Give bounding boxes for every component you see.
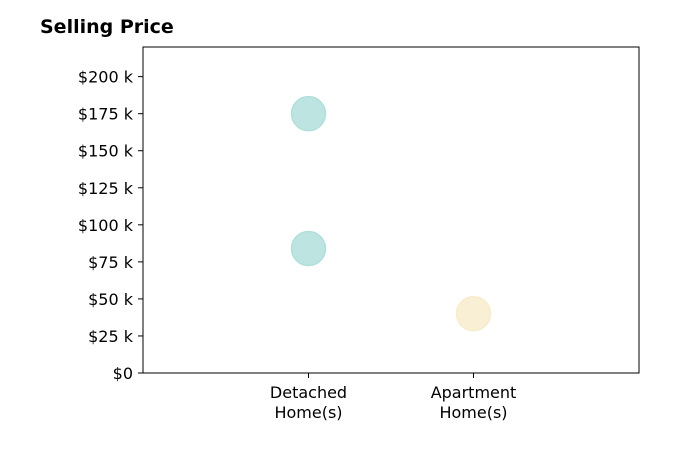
data-points (290, 95, 492, 332)
x-tick-label: Apartment (431, 383, 517, 402)
data-point (290, 95, 327, 132)
y-tick-label: $125 k (78, 179, 134, 198)
plot-area (142, 46, 640, 374)
y-tick-label: $0 (113, 364, 133, 383)
data-point (290, 230, 327, 267)
data-point (455, 295, 492, 332)
x-tick-label: Home(s) (439, 403, 507, 422)
y-tick-label: $25 k (88, 327, 134, 346)
y-axis: $0 $25 k $50 k $75 k $100 k $125 k $150 k $175 … (78, 68, 143, 383)
x-tick-label: Home(s) (274, 403, 342, 422)
y-tick-label: $200 k (78, 68, 134, 87)
y-tick-label: $75 k (88, 253, 134, 272)
y-tick-label: $175 k (78, 105, 134, 124)
y-tick-label: $100 k (78, 216, 134, 235)
y-tick-label: $150 k (78, 142, 134, 161)
y-tick-label: $50 k (88, 290, 134, 309)
x-tick-label: Detached (270, 383, 347, 402)
chart-title: Selling Price (40, 16, 174, 38)
